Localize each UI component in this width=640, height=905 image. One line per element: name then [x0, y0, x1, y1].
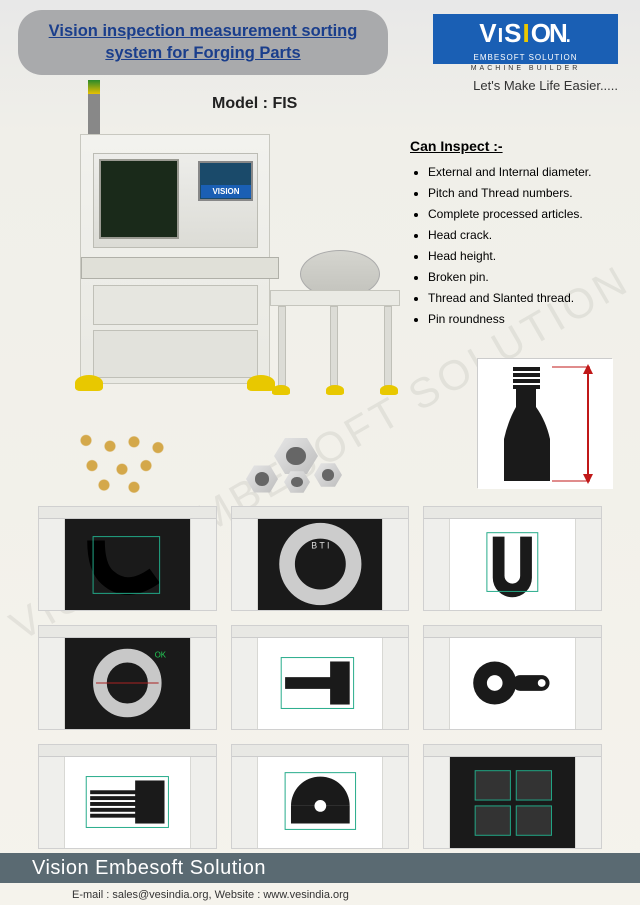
- inspect-item: Head crack.: [428, 225, 610, 246]
- inspect-item: Broken pin.: [428, 267, 610, 288]
- logo-subtitle-1: EMBESOFT SOLUTION: [433, 51, 618, 64]
- inspect-item: External and Internal diameter.: [428, 162, 610, 183]
- tower-light-icon: [88, 80, 100, 134]
- svg-text:B T I: B T I: [311, 540, 329, 550]
- software-screenshot: OK: [38, 625, 217, 730]
- software-screenshot: [423, 506, 602, 611]
- cabinet-logo: VISION: [201, 185, 251, 198]
- software-screenshot: [423, 744, 602, 849]
- brass-parts-image: [68, 426, 188, 498]
- software-screenshot: [231, 744, 410, 849]
- feeder-table: [270, 250, 400, 395]
- software-screenshot: [38, 506, 217, 611]
- hex-nuts-image: [240, 432, 345, 500]
- screw-diagram: [477, 358, 612, 488]
- inspect-item: Complete processed articles.: [428, 204, 610, 225]
- inspect-item: Thread and Slanted thread.: [428, 288, 610, 309]
- machine-cabinet: VISION: [80, 134, 270, 384]
- machine-illustration: VISION: [60, 110, 400, 420]
- inspect-heading: Can Inspect :-: [410, 138, 610, 154]
- tagline: Let's Make Life Easier.....: [433, 78, 618, 93]
- software-screenshot: [231, 625, 410, 730]
- inspect-block: Can Inspect :- External and Internal dia…: [410, 138, 610, 330]
- logo: VISION.: [433, 14, 618, 51]
- svg-text:OK: OK: [155, 651, 167, 660]
- software-screenshot: [38, 744, 217, 849]
- footer-bar: Vision Embesoft Solution: [0, 853, 640, 883]
- screenshots-grid: B T I OK: [38, 506, 602, 849]
- inspect-item: Pitch and Thread numbers.: [428, 183, 610, 204]
- title-badge: Vision inspection measurement sorting sy…: [18, 10, 388, 75]
- footer-contact: E-mail : sales@vesindia.org, Website : w…: [72, 889, 349, 901]
- inspect-item: Head height.: [428, 246, 610, 267]
- software-screenshot: B T I: [231, 506, 410, 611]
- inspect-item: Pin roundness: [428, 309, 610, 330]
- logo-block: VISION. EMBESOFT SOLUTION MACHINE BUILDE…: [433, 14, 618, 93]
- software-screenshot: [423, 625, 602, 730]
- inspect-list: External and Internal diameter. Pitch an…: [410, 162, 610, 330]
- logo-subtitle-2: MACHINE BUILDER: [433, 64, 618, 73]
- footer-company: Vision Embesoft Solution: [32, 857, 266, 880]
- title-text: Vision inspection measurement sorting sy…: [49, 22, 358, 62]
